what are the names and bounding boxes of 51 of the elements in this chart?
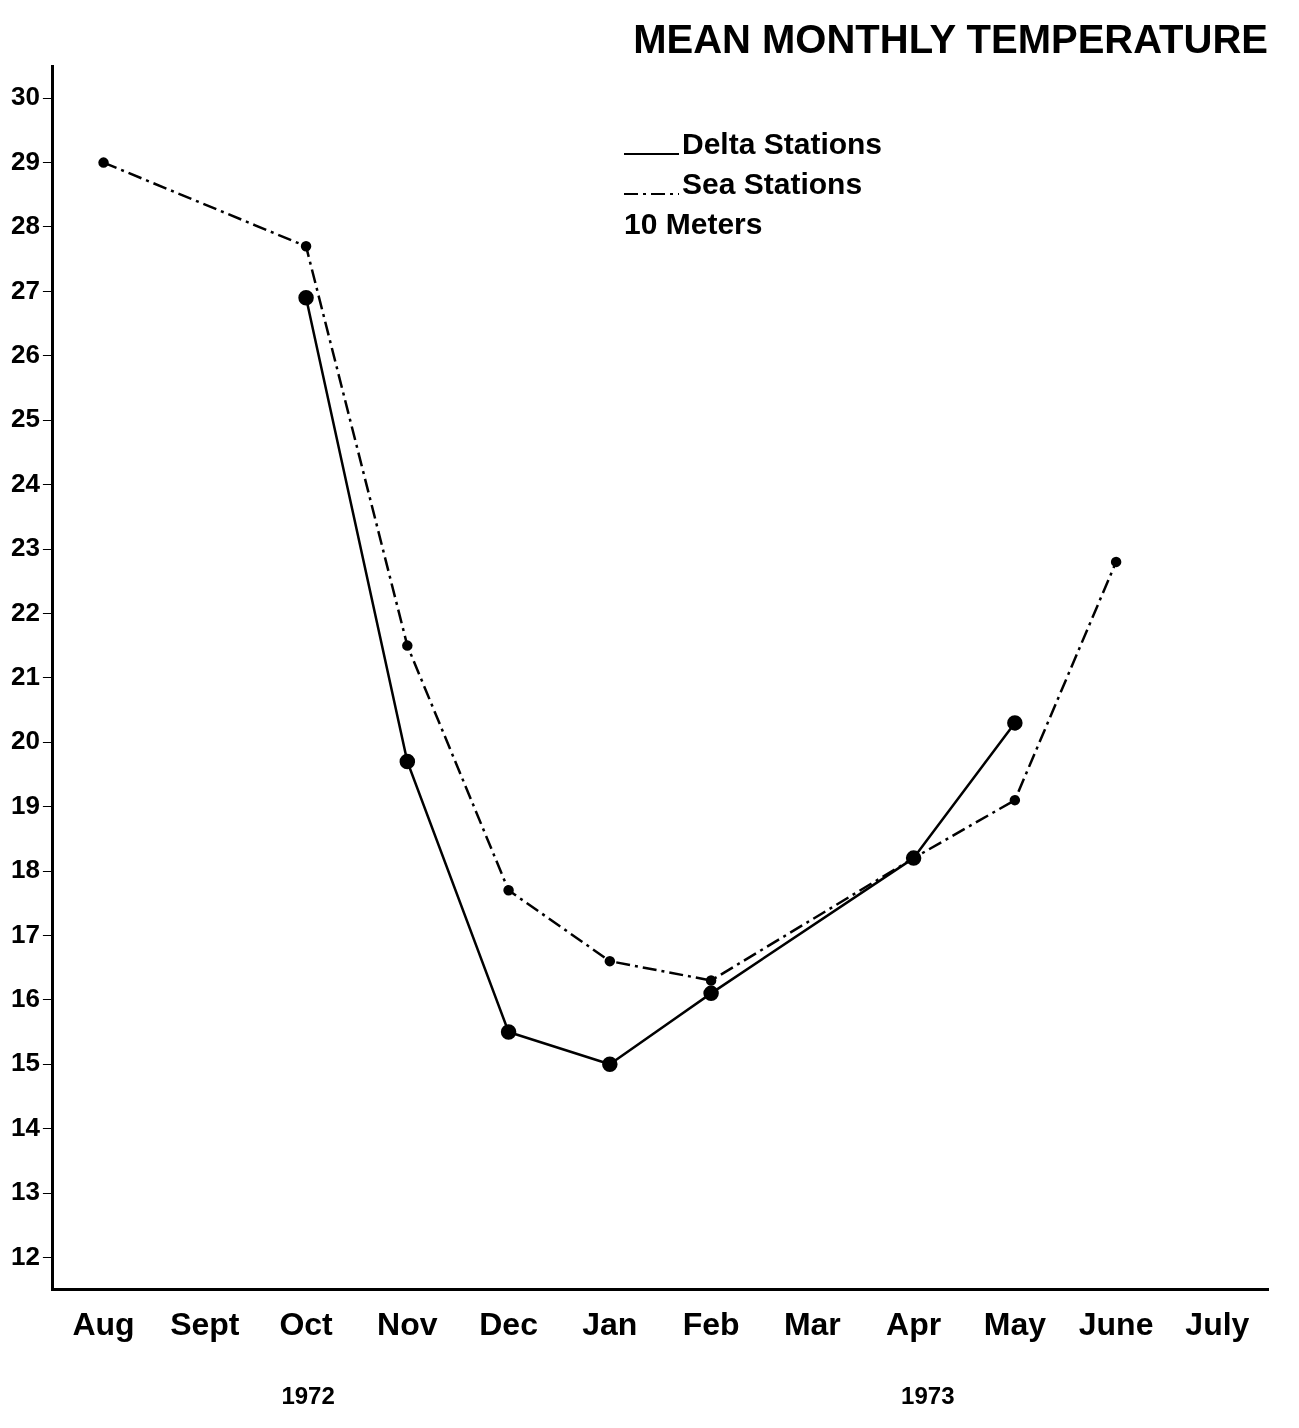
point [402,640,413,651]
chart-title: MEAN MONTHLY TEMPERATURE [633,17,1268,62]
x-tick-label: Sept [170,1305,240,1342]
text: 1972 [281,1382,335,1410]
point [703,985,719,1002]
y-tick-label: 27 [11,274,40,305]
y-tick-label: 12 [11,1240,40,1271]
point [1007,715,1023,731]
y-tick-label: 19 [11,789,40,820]
legend-label: Sea Stations [682,167,863,201]
x-tick-label: July [1185,1305,1250,1342]
y-tick-label: 17 [11,918,40,949]
text: 1973 [901,1382,955,1410]
x-tick-label: June [1078,1305,1154,1342]
legend-label: Delta Stations [682,127,883,161]
point [1110,556,1122,568]
y-tick-label: 23 [11,532,40,563]
x-tick-label: Oct [279,1305,334,1342]
point [604,955,616,967]
y-tick-label: 18 [11,854,40,885]
x-tick-label: Dec [479,1305,538,1342]
x-tick-label: Feb [682,1305,740,1342]
y-tick-label: 24 [11,467,41,498]
x-tick-label: May [983,1305,1047,1342]
y-tick-label: 13 [11,1176,40,1207]
y-tick-label: 25 [11,403,40,434]
y-tick-label: 26 [11,338,40,369]
point [298,290,314,306]
point [500,1024,517,1040]
y-tick-label: 29 [11,145,40,176]
y-tick-label: 16 [11,982,40,1013]
point [705,975,717,986]
annotation: 10 Meters [624,207,763,241]
y-tick-label: 30 [11,81,40,112]
x-tick-label: Aug [72,1305,135,1342]
point [503,885,514,896]
y-tick-label: 22 [11,596,40,627]
y-tick-label: 28 [11,210,40,241]
y-tick-label: 15 [11,1047,40,1078]
x-tick-label: Mar [783,1305,841,1342]
point [98,157,109,168]
x-tick-label: Nov [377,1305,438,1342]
point [602,1056,618,1072]
x-tick-label: Jan [582,1305,638,1342]
point [399,753,416,770]
y-tick-label: 20 [11,725,40,756]
y-tick-label: 14 [11,1111,41,1142]
point [300,241,312,252]
point [1009,794,1021,806]
y-tick-label: 21 [11,660,40,691]
x-tick-label: Apr [886,1305,942,1342]
